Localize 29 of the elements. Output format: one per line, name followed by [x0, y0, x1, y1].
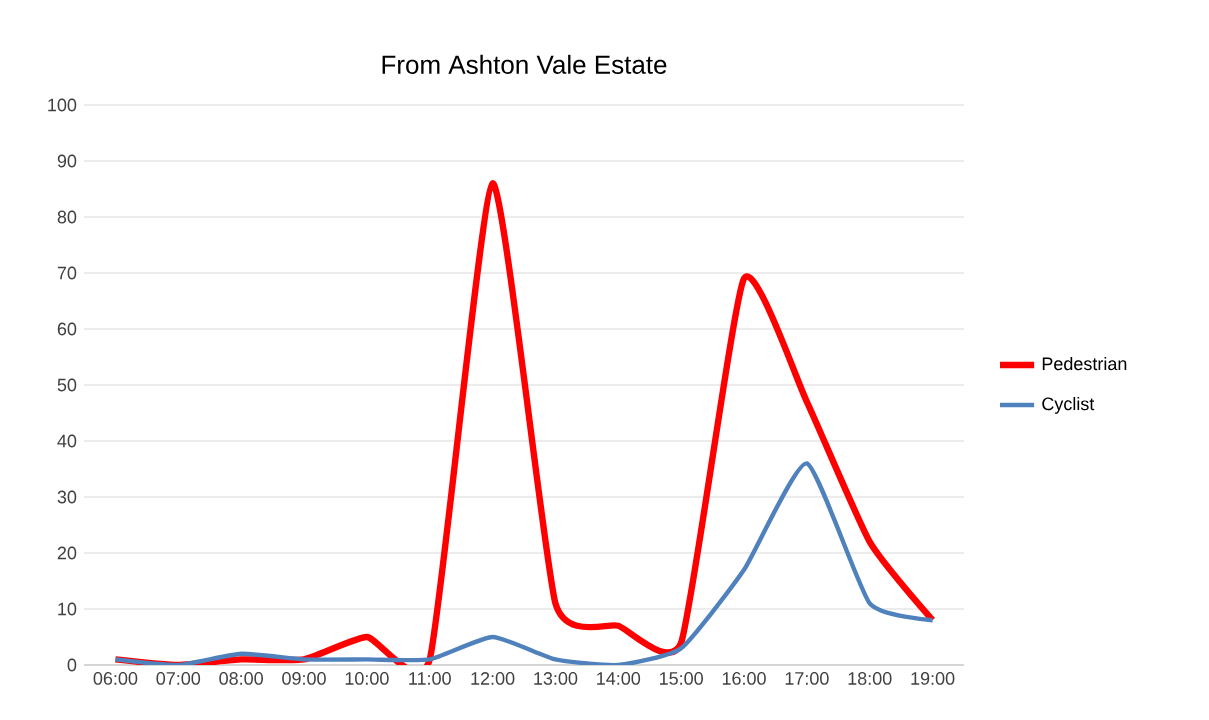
- x-tick-label: 08:00: [219, 672, 263, 685]
- legend-label: Cyclist: [1042, 397, 1095, 414]
- x-tick-label: 10:00: [345, 672, 389, 685]
- y-tick-label: 40: [57, 434, 77, 448]
- x-tick-label: 14:00: [597, 672, 641, 685]
- x-tick-label: 09:00: [282, 672, 326, 685]
- y-tick-label: 20: [57, 546, 77, 560]
- x-tick-label: 12:00: [471, 672, 515, 685]
- x-tick-label: 16:00: [722, 672, 766, 685]
- y-tick-label: 90: [57, 154, 77, 168]
- y-tick-label: 60: [57, 322, 77, 336]
- y-tick-label: 70: [57, 266, 77, 280]
- x-tick-label: 13:00: [534, 672, 578, 685]
- y-tick-label: 50: [57, 378, 77, 392]
- y-tick-label: 100: [48, 98, 77, 112]
- x-tick-label: 17:00: [785, 672, 829, 685]
- x-tick-label: 06:00: [93, 672, 138, 685]
- legend-label: Pedestrian: [1042, 356, 1127, 371]
- y-tick-label: 80: [57, 210, 77, 224]
- chart-title: From Ashton Vale Estate: [382, 54, 667, 74]
- y-tick-label: 0: [67, 658, 77, 672]
- line-series: [113, 461, 935, 665]
- y-tick-label: 10: [58, 602, 77, 616]
- x-tick-label: 15:00: [660, 672, 703, 685]
- x-tick-label: 19:00: [911, 672, 955, 685]
- x-tick-label: 11:00: [409, 672, 451, 685]
- x-tick-label: 07:00: [156, 672, 201, 685]
- x-tick-label: 18:00: [848, 672, 892, 685]
- y-tick-label: 30: [57, 490, 77, 504]
